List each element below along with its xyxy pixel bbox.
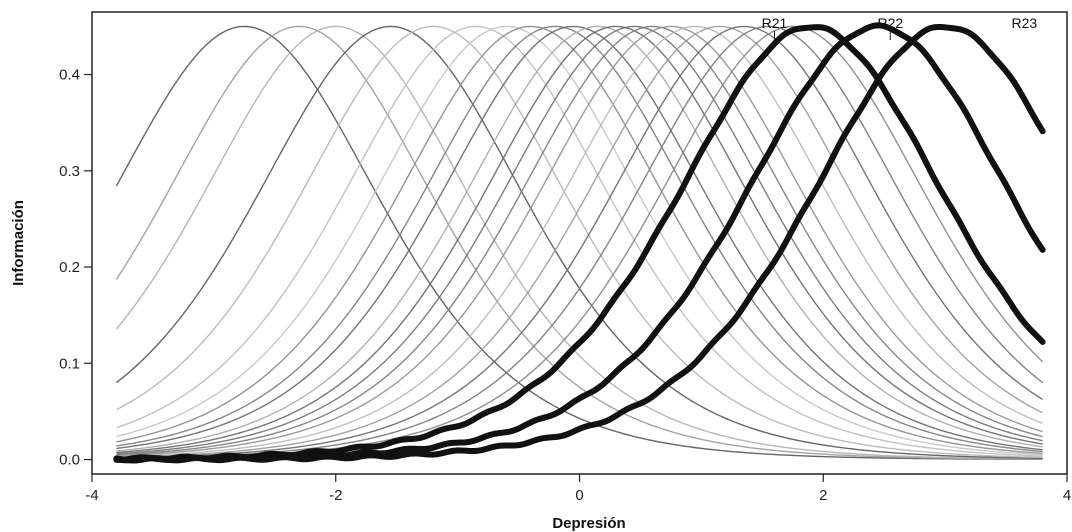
item-curve-18 — [116, 25, 1044, 459]
y-tick-label: 0.4 — [59, 67, 80, 84]
curve-annotations: R21 R22 R23 — [762, 15, 1037, 40]
highlighted-item-curves — [113, 22, 1046, 464]
plot-frame — [91, 11, 1068, 475]
x-tick-label: -2 — [329, 487, 342, 504]
item-curve-12 — [116, 25, 1043, 454]
item-curve-13 — [116, 25, 1043, 455]
y-axis: 0.0 0.1 0.2 0.3 0.4 — [59, 67, 92, 469]
label-r21: R21 — [762, 15, 788, 31]
item-curve-1 — [115, 25, 1043, 460]
y-tick-label: 0.2 — [59, 259, 80, 276]
x-tick-label: 4 — [1063, 487, 1071, 504]
x-tick-label: 0 — [575, 487, 583, 504]
label-r23: R23 — [1011, 15, 1037, 31]
item-curve-16 — [116, 25, 1043, 458]
label-r22: R22 — [877, 15, 903, 31]
item-curve-14 — [116, 25, 1043, 456]
item-curve-3 — [115, 25, 1043, 460]
item-curve-8 — [116, 25, 1043, 455]
item-curve-6 — [116, 25, 1043, 457]
x-axis: -4 -2 0 2 4 — [85, 474, 1071, 504]
item-curve-10 — [116, 25, 1043, 451]
item-curve-5 — [116, 25, 1043, 459]
item-curve-15 — [116, 25, 1043, 457]
item-curve-r23 — [113, 23, 1046, 464]
y-axis-title: Información — [10, 200, 27, 286]
y-tick-label: 0.1 — [59, 355, 80, 372]
background-item-curves — [115, 25, 1044, 460]
x-axis-title: Depresión — [552, 515, 625, 532]
x-tick-label: -4 — [85, 487, 98, 504]
item-curve-11 — [116, 25, 1043, 452]
x-tick-label: 2 — [819, 487, 827, 504]
y-tick-label: 0.3 — [59, 163, 80, 180]
item-curve-9 — [116, 25, 1043, 453]
y-tick-label: 0.0 — [59, 452, 80, 469]
item-curve-17 — [116, 25, 1043, 459]
item-curve-2 — [115, 25, 1043, 460]
